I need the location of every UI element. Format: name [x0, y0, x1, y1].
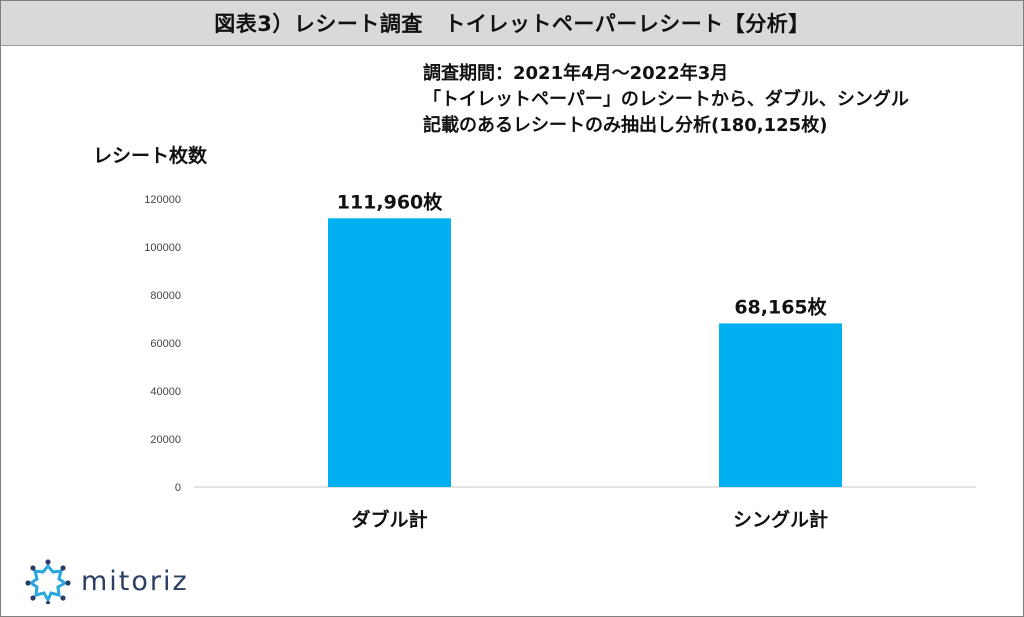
y-tick-label: 40000 [150, 386, 181, 398]
survey-sample-note: 記載のあるレシートのみ抽出し分析(180,125枚) [423, 115, 828, 136]
page-title: 図表3）レシート調査 トイレットペーパーレシート【分析】 [214, 12, 810, 36]
mitoriz-logo: mitoriz [25, 557, 189, 605]
y-tick-label: 80000 [150, 290, 181, 302]
survey-source-note: 「トイレットペーパー」のレシートから、ダブル、シングル [423, 89, 909, 110]
y-tick-label: 100000 [144, 242, 181, 254]
bar [328, 218, 451, 487]
data-label: 111,960枚 [337, 190, 444, 213]
y-tick-label: 20000 [150, 434, 181, 446]
x-tick-label: シングル計 [733, 508, 828, 531]
bar [719, 323, 842, 487]
y-axis-label: レシート枚数 [93, 145, 208, 167]
data-label: 68,165枚 [734, 295, 827, 318]
survey-notes: 調査期間：2021年4月～2022年3月 「トイレットペーパー」のレシートから、… [423, 61, 909, 139]
survey-period-note: 調査期間：2021年4月～2022年3月 [423, 63, 729, 84]
y-tick-label: 120000 [144, 194, 181, 206]
logo-wordmark: mitoriz [81, 565, 189, 597]
y-tick-label: 60000 [150, 338, 181, 350]
title-bar: 図表3）レシート調査 トイレットペーパーレシート【分析】 [1, 1, 1023, 46]
sparkle-ring-icon [25, 559, 71, 604]
x-tick-label: ダブル計 [351, 508, 427, 531]
y-tick-label: 0 [175, 482, 181, 494]
